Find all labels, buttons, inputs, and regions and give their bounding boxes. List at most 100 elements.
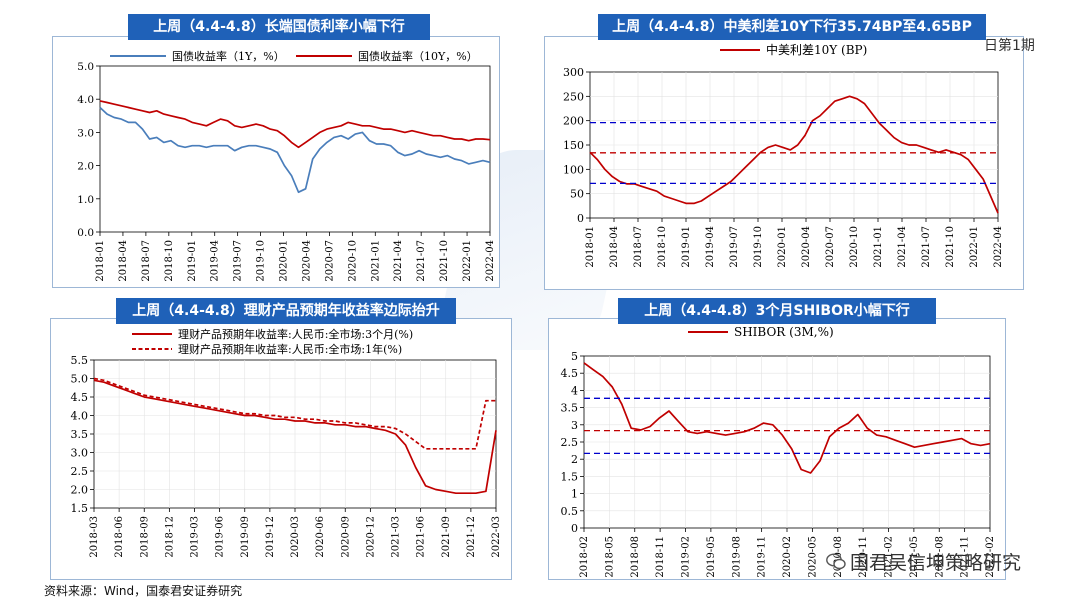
x-tick-label: 2018-01 (585, 226, 596, 268)
x-tick-label: 2021-10 (439, 240, 450, 282)
x-tick-label: 2021-09 (441, 516, 452, 558)
series-line (583, 362, 991, 474)
y-tick-label: 4.0 (71, 410, 89, 423)
x-tick-label: 2018-07 (633, 226, 644, 268)
x-tick-label: 2022-01 (969, 226, 980, 268)
x-tick-label: 2019-08 (731, 536, 742, 578)
x-tick-label: 2021-08 (934, 536, 945, 578)
x-tick-label: 2020-05 (807, 536, 818, 578)
y-tick-label: 4.0 (77, 94, 94, 106)
x-tick-label: 2022-03 (491, 516, 502, 558)
bond-yield-chart: 0.0 1.0 2.0 3.0 4.0 5.0 2018-01 2018-04 2018-07 2… (77, 49, 496, 282)
y-tick-label: 1.5 (561, 470, 579, 483)
x-tick-label: 2020-10 (347, 240, 358, 282)
wechat-label: 国君吴信坤策略研究 (826, 548, 1021, 575)
x-tick-label: 2021-12 (466, 516, 477, 558)
x-tick-label: 2019-04 (210, 240, 221, 282)
y-tick-label: 100 (563, 163, 584, 176)
x-tick-label: 2021-01 (370, 240, 381, 282)
x-tick-label: 2019-04 (705, 226, 716, 268)
wechat-icon (826, 553, 846, 570)
x-tick-label: 2021-03 (391, 516, 402, 558)
y-tick-label: 0 (577, 212, 584, 225)
x-tick-label: 2020-01 (777, 226, 788, 268)
x-tick-label: 2020-07 (825, 226, 836, 268)
legend-label: 理财产品预期年收益率:人民币:全市场:3个月(%) (178, 327, 413, 341)
x-tick-label: 2020-06 (315, 516, 326, 558)
y-tick-label: 3.0 (71, 447, 89, 460)
y-tick-label: 4.5 (561, 367, 579, 380)
x-tick-label: 2019-07 (233, 240, 244, 282)
x-tick-label: 2018-06 (114, 516, 125, 558)
y-tick-label: 2 (571, 453, 578, 466)
x-tick-label: 2018-08 (630, 536, 641, 578)
x-tick-label: 2020-07 (324, 240, 335, 282)
y-tick-label: 1 (571, 488, 578, 501)
x-tick-label: 2021-10 (945, 226, 956, 268)
y-tick-label: 1.0 (77, 194, 94, 206)
series-line (93, 379, 497, 495)
chart-panel-4 (548, 318, 1006, 580)
x-tick-label: 2020-11 (858, 536, 869, 578)
x-tick-label: 2018-09 (139, 516, 150, 558)
legend-label: 中美利差10Y (BP) (766, 42, 867, 57)
x-tick-label: 2020-09 (340, 516, 351, 558)
chart-title-4: 上周（4.4-4.8）3个月SHIBOR小幅下行 (618, 298, 936, 324)
y-tick-label: 150 (563, 139, 584, 152)
x-tick-label: 2018-07 (141, 240, 152, 282)
wechat-text: 国君吴信坤策略研究 (850, 552, 1022, 574)
legend-label: SHIBOR (3M,%) (734, 325, 834, 339)
y-tick-label: 4.5 (71, 391, 89, 404)
spread-chart: 0 50 100 150 200 250 300 2018-01 2018-04 2018-07 2… (563, 42, 1004, 268)
y-tick-label: 3.5 (561, 402, 579, 415)
x-tick-label: 2019-03 (190, 516, 201, 558)
chart-panel-2 (544, 36, 1024, 290)
y-tick-label: 250 (563, 90, 584, 103)
x-tick-label: 2022-02 (985, 536, 996, 578)
x-tick-label: 2019-07 (729, 226, 740, 268)
x-tick-label: 2022-04 (485, 240, 496, 282)
y-tick-label: 5 (571, 350, 578, 363)
chart-panel-1 (52, 36, 500, 288)
x-tick-label: 2020-04 (301, 240, 312, 282)
top-right-text: 日第1期 (984, 38, 1035, 54)
x-tick-label: 2018-04 (609, 226, 620, 268)
legend-label: 国债收益率（1Y，%） (172, 49, 285, 63)
x-tick-label: 2018-05 (604, 536, 615, 578)
y-tick-label: 0.0 (77, 227, 94, 239)
y-tick-label: 3.0 (77, 127, 94, 139)
x-tick-label: 2022-04 (993, 226, 1004, 268)
x-tick-label: 2019-01 (187, 240, 198, 282)
x-tick-label: 2021-02 (884, 536, 895, 578)
wealth-product-yield-chart: 1.5 2.0 2.5 3.0 3.5 4.0 4.5 5.0 5.5 2018-03 2018-0… (71, 327, 503, 558)
x-tick-label: 2018-03 (89, 516, 100, 558)
legend-label: 国债收益率（10Y，%） (358, 49, 478, 63)
series-line (99, 106, 491, 194)
y-tick-label: 3.5 (71, 428, 89, 441)
x-tick-label: 2021-06 (416, 516, 427, 558)
y-tick-label: 2.5 (71, 465, 89, 478)
y-tick-label: 5.0 (71, 373, 89, 386)
x-tick-label: 2018-01 (95, 240, 106, 282)
x-tick-label: 2021-01 (873, 226, 884, 268)
x-tick-label: 2021-11 (960, 536, 971, 578)
x-tick-label: 2021-04 (897, 226, 908, 268)
x-tick-label: 2020-04 (801, 226, 812, 268)
x-tick-label: 2019-09 (240, 516, 251, 558)
x-tick-label: 2019-12 (265, 516, 276, 558)
y-tick-label: 4 (571, 384, 578, 397)
x-tick-label: 2020-03 (290, 516, 301, 558)
x-tick-label: 2020-02 (782, 536, 793, 578)
y-tick-label: 0.5 (561, 505, 579, 518)
y-tick-label: 2.0 (71, 484, 89, 497)
x-tick-label: 2018-11 (655, 536, 666, 578)
x-tick-label: 2018-10 (164, 240, 175, 282)
x-tick-label: 2018-10 (657, 226, 668, 268)
x-tick-label: 2019-06 (215, 516, 226, 558)
x-tick-label: 2022-01 (462, 240, 473, 282)
x-tick-label: 2020-10 (849, 226, 860, 268)
y-tick-label: 200 (563, 115, 584, 128)
x-tick-label: 2019-01 (681, 226, 692, 268)
y-tick-label: 50 (570, 188, 584, 201)
legend-label: 理财产品预期年收益率:人民币:全市场:1年(%) (178, 342, 402, 356)
